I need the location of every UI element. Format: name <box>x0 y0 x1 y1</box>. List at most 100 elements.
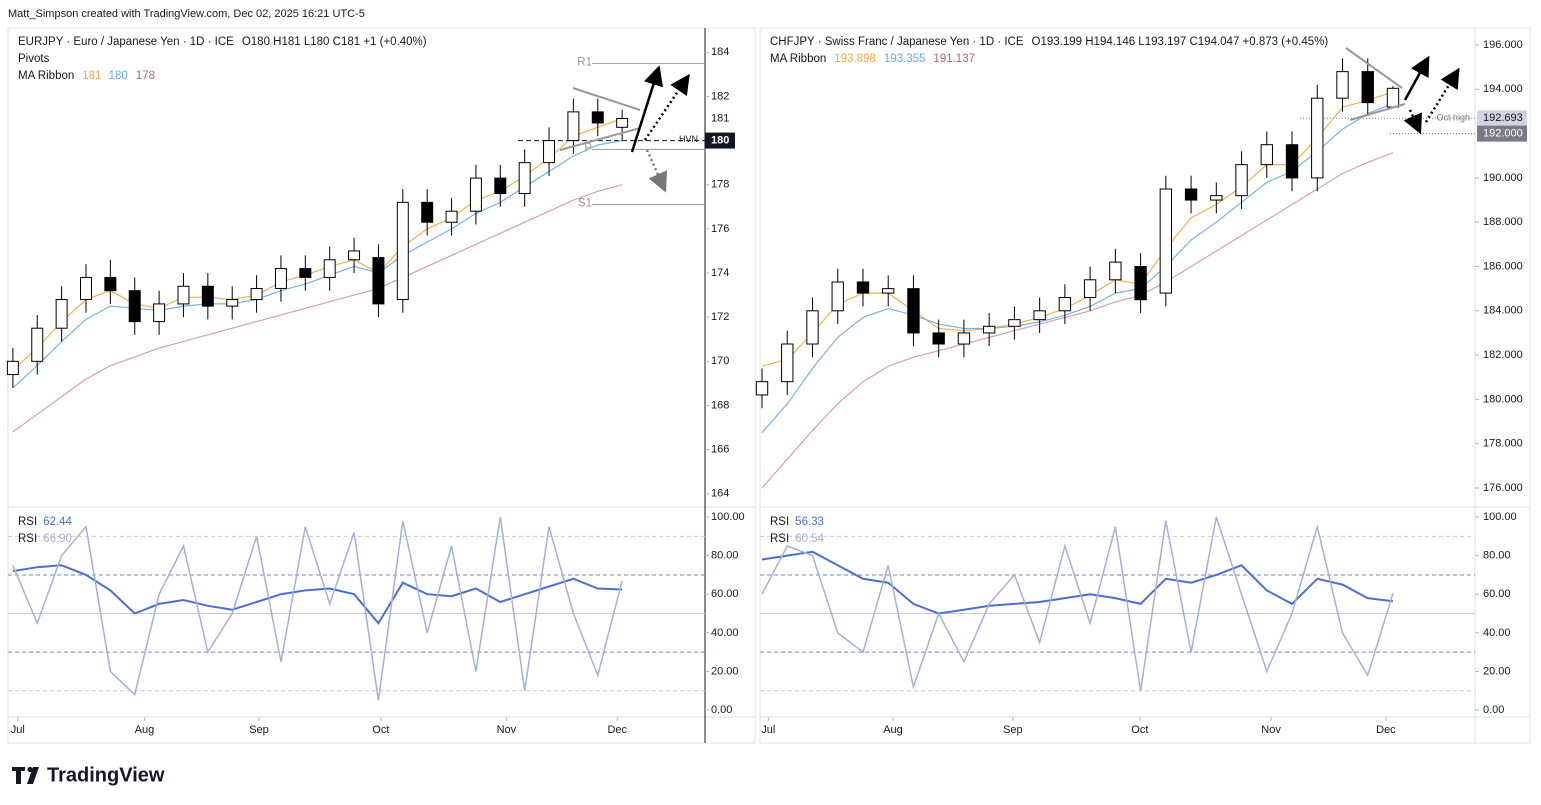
candle-body <box>1033 310 1046 321</box>
legend-part: O193.199 H194.146 L193.197 C194.047 +0.8… <box>1032 36 1329 48</box>
candle-body <box>1184 188 1198 201</box>
candle-body <box>348 250 361 261</box>
trendline <box>572 87 641 111</box>
rsi-y-tick-label: 80.00 <box>1483 550 1511 562</box>
logo-mark <box>12 767 25 784</box>
legend-part: O180 H181 L180 C181 +1 (+0.40%) <box>242 36 427 48</box>
arrow <box>630 65 663 153</box>
annotation: Oct high <box>1436 113 1470 123</box>
candle-body <box>299 268 312 278</box>
rsi-y-tick-label: 40.00 <box>711 627 739 639</box>
legend-title: EURJPY · Euro / Japanese Yen · 1D · ICE O… <box>18 36 427 48</box>
x-tick-label: Dec <box>607 724 627 736</box>
candle-body <box>1109 261 1122 281</box>
candle-body <box>882 288 895 294</box>
legend-part: RSI <box>18 533 37 545</box>
ma-line <box>12 140 623 389</box>
rsi-line <box>12 564 623 625</box>
candle-body <box>1361 71 1374 104</box>
legend-part: 66.90 <box>43 533 72 545</box>
y-tick-label: 178 <box>711 179 729 191</box>
candle-body <box>1285 144 1299 179</box>
legend-part: CHFJPY · Swiss Franc / Japanese Yen · 1D… <box>770 36 1024 48</box>
trendline <box>1349 103 1406 121</box>
candle-body <box>250 287 263 301</box>
candle-body <box>396 201 409 301</box>
logo-mark <box>27 766 33 773</box>
candle-body <box>567 111 580 142</box>
legend-part: RSI <box>770 533 789 545</box>
rsi-legend: RSI 66.90 <box>18 533 72 545</box>
ma-line <box>761 103 1394 433</box>
x-tick-label: Aug <box>883 724 903 736</box>
candle-body <box>80 276 92 301</box>
legend-part: 180 <box>109 70 128 82</box>
last-price-label: 181 <box>711 112 729 124</box>
x-tick-label: Sep <box>1003 724 1023 736</box>
candle-body <box>543 140 556 164</box>
candle-body <box>55 299 68 329</box>
rsi-line <box>761 550 1394 615</box>
candle-body <box>31 327 44 362</box>
ma-line <box>12 184 623 433</box>
legend-part: RSI <box>770 516 789 528</box>
y-tick-label: 174 <box>711 267 729 279</box>
y-tick-label: 182 <box>711 90 729 102</box>
legend-part: 191.137 <box>933 53 975 65</box>
candle-body <box>755 381 769 396</box>
legend-part: EURJPY · Euro / Japanese Yen · 1D · ICE <box>18 36 234 48</box>
ma-line <box>761 91 1394 367</box>
panel-frame <box>7 27 756 744</box>
candle-body <box>1235 164 1248 197</box>
y-tick-label: 172 <box>711 311 729 323</box>
y-tick-label: 184.000 <box>1483 305 1523 317</box>
x-tick-label: Oct <box>372 724 389 736</box>
candle-body <box>932 332 945 345</box>
level-label: 192.000 <box>1483 128 1523 140</box>
candle-body <box>982 325 996 334</box>
attribution: Matt_Simpson created with TradingView.co… <box>8 8 365 20</box>
drawings <box>559 47 1460 193</box>
candle-body <box>518 162 531 195</box>
candle-body <box>469 177 482 212</box>
rsi-y-tick-label: 100.00 <box>711 511 745 523</box>
candle-body <box>806 310 819 345</box>
rsi-y-tick-label: 0.00 <box>711 704 732 716</box>
rsi-legend: RSI 60.54 <box>770 533 825 545</box>
x-tick-label: Jul <box>761 724 775 736</box>
y-tick-label: 194.000 <box>1483 83 1523 95</box>
hvn-price-box <box>705 132 735 149</box>
y-tick-label: 182.000 <box>1483 349 1523 361</box>
legend-part: 181 <box>82 70 101 82</box>
panel-frame <box>759 27 1531 744</box>
level-box <box>1477 125 1527 142</box>
arrow <box>1403 55 1430 101</box>
legend-title: CHFJPY · Swiss Franc / Japanese Yen · 1D… <box>770 36 1328 48</box>
level-box <box>1477 110 1527 127</box>
x-tick-label: Jul <box>11 724 25 736</box>
candle-body <box>1260 144 1273 166</box>
legend-part: 193.898 <box>834 53 876 65</box>
y-tick-label: 178.000 <box>1483 438 1523 450</box>
candle-body <box>1210 195 1223 201</box>
candle-body <box>1386 87 1400 108</box>
candle-body <box>856 281 870 294</box>
y-tick-label: 168 <box>711 399 729 411</box>
hvn-label: HVN <box>679 134 698 144</box>
candle-body <box>1008 319 1021 327</box>
x-tick-label: Oct <box>1131 724 1148 736</box>
candle-body <box>128 290 141 323</box>
candle-body <box>201 285 214 307</box>
legend-indicator: Pivots <box>18 53 50 65</box>
legend-ma: MA Ribbon 181 180 178 <box>18 70 155 82</box>
x-tick-label: Nov <box>497 724 517 736</box>
legend-part: 60.54 <box>795 533 824 545</box>
rsi-y-tick-label: 100.00 <box>1483 511 1517 523</box>
candle-body <box>104 276 117 292</box>
arrow <box>645 149 668 193</box>
candle-body <box>1159 188 1173 294</box>
candle-body <box>323 259 336 278</box>
rsi-legend: RSI 56.33 <box>770 516 824 528</box>
